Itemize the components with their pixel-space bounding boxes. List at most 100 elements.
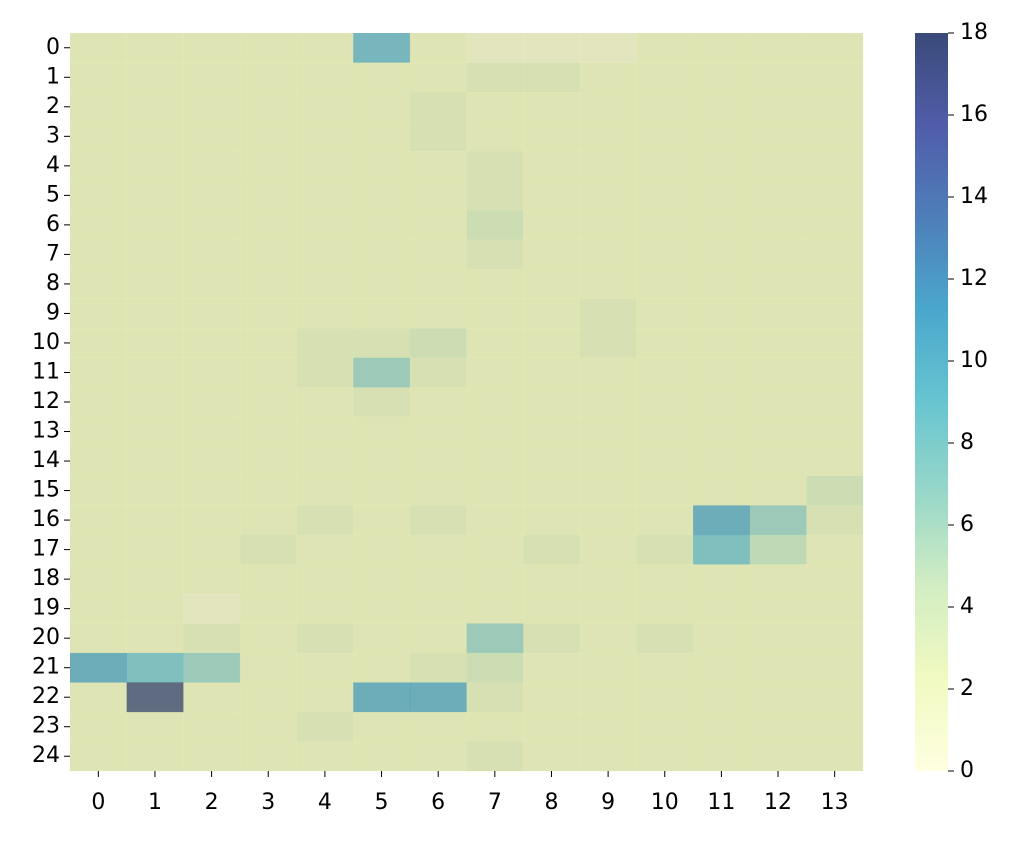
heatmap-cell [693, 121, 751, 152]
heatmap-cell [70, 180, 127, 211]
heatmap-cell [353, 387, 411, 418]
y-tick-label: 22 [32, 684, 60, 709]
heatmap-cell [466, 269, 524, 299]
heatmap-cell [183, 652, 241, 683]
heatmap-cell [353, 564, 411, 595]
heatmap-cell [239, 446, 297, 477]
heatmap-cell [183, 33, 241, 63]
heatmap-cell [636, 623, 694, 654]
heatmap-cell [693, 298, 751, 329]
heatmap-cell [409, 328, 467, 359]
heatmap-cell [693, 652, 751, 683]
heatmap-cell [523, 711, 581, 742]
heatmap-cell [126, 564, 184, 595]
colorbar-tick-label: 4 [960, 594, 974, 619]
heatmap-cell [749, 121, 807, 152]
heatmap-cell [806, 741, 864, 772]
heatmap-cell [523, 564, 581, 595]
heatmap-cell [693, 564, 751, 595]
heatmap-cell [749, 682, 807, 713]
heatmap-cell [183, 446, 241, 477]
heatmap-cell [239, 180, 297, 211]
x-tick-label: 11 [707, 790, 735, 815]
heatmap-cell [183, 151, 241, 181]
heatmap-cell [353, 269, 411, 299]
heatmap-cell [183, 475, 241, 506]
heatmap-cell [409, 741, 467, 772]
heatmap-cell [523, 387, 581, 418]
heatmap-cell [806, 92, 864, 122]
heatmap-cell [466, 652, 524, 683]
heatmap-cell [806, 416, 864, 447]
heatmap-cell [466, 151, 524, 181]
heatmap-cell [806, 564, 864, 595]
heatmap-cell [693, 416, 751, 447]
heatmap-cell [636, 682, 694, 713]
heatmap-cell [806, 534, 864, 565]
heatmap-cell [296, 33, 354, 63]
heatmap-cell [70, 475, 127, 506]
y-tick-label: 21 [32, 655, 60, 680]
heatmap-cell [409, 357, 467, 388]
heatmap-cell [70, 151, 127, 181]
heatmap-cell [693, 475, 751, 506]
heatmap-cell [183, 593, 241, 624]
heatmap-cell [126, 151, 184, 181]
heatmap-cell [806, 682, 864, 713]
heatmap-cell [353, 741, 411, 772]
heatmap-cell [70, 62, 127, 93]
heatmap-cell [749, 623, 807, 654]
heatmap-cell [183, 623, 241, 654]
heatmap-cell [579, 505, 637, 536]
heatmap-cell [353, 593, 411, 624]
heatmap-cell [353, 92, 411, 122]
heatmap-cell [579, 387, 637, 418]
heatmap-cell [693, 62, 751, 93]
heatmap-cell [806, 387, 864, 418]
heatmap-cell [636, 62, 694, 93]
heatmap-cell [806, 652, 864, 683]
heatmap-cell [806, 446, 864, 477]
heatmap-cell [183, 564, 241, 595]
heatmap-cell [183, 269, 241, 299]
heatmap-cell [466, 505, 524, 536]
heatmap-cell [239, 269, 297, 299]
heatmap-cell [409, 92, 467, 122]
heatmap-cell [126, 92, 184, 122]
heatmap-cell [296, 652, 354, 683]
heatmap-cell [693, 505, 751, 536]
heatmap-cell [466, 239, 524, 270]
heatmap-cell [693, 269, 751, 299]
heatmap-cell [70, 33, 127, 63]
heatmap-cell [693, 534, 751, 565]
heatmap-cell [579, 210, 637, 240]
heatmap-cell [636, 92, 694, 122]
heatmap-cell [579, 682, 637, 713]
heatmap-cell [353, 505, 411, 536]
heatmap-cell [636, 564, 694, 595]
heatmap-cell [353, 416, 411, 447]
heatmap-cell [693, 210, 751, 240]
heatmap-cell [296, 593, 354, 624]
heatmap-cell [806, 328, 864, 359]
heatmap-cell [636, 298, 694, 329]
y-tick-label: 4 [46, 153, 60, 178]
heatmap-cell [353, 682, 411, 713]
y-tick-label: 17 [32, 537, 60, 562]
heatmap-cell [239, 623, 297, 654]
heatmap-cell [523, 269, 581, 299]
x-tick-label: 10 [651, 790, 679, 815]
heatmap-cell [239, 564, 297, 595]
heatmap-cell [70, 711, 127, 742]
colorbar-tick-label: 14 [960, 184, 988, 209]
heatmap-cell [579, 33, 637, 63]
heatmap-cell [806, 357, 864, 388]
heatmap-cell [70, 505, 127, 536]
heatmap-cell [126, 416, 184, 447]
heatmap-cell [409, 711, 467, 742]
heatmap-cell [409, 62, 467, 93]
heatmap-cell [239, 711, 297, 742]
heatmap-cell [466, 62, 524, 93]
heatmap-cell [409, 534, 467, 565]
heatmap-cell [296, 711, 354, 742]
